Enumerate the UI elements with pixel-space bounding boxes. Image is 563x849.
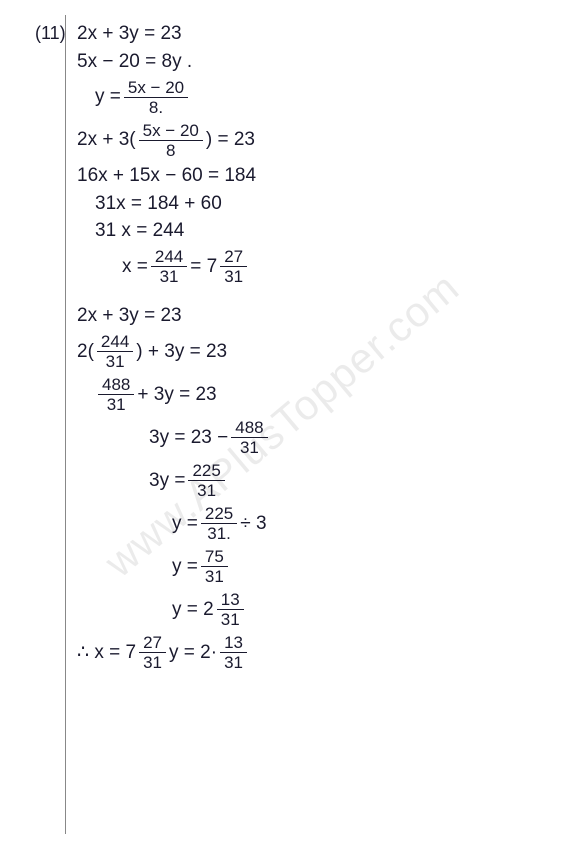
numerator: 75 <box>201 548 228 567</box>
math-text: 31x = 184 + 60 <box>95 193 222 215</box>
math-text: 2( <box>77 341 94 363</box>
math-text: 2x + 3y = 23 <box>77 305 182 327</box>
numerator: 5x − 20 <box>124 79 188 98</box>
math-text: y = 2 <box>172 599 214 621</box>
fraction: 2731 <box>139 634 166 671</box>
math-line: 3y = 22531 <box>77 462 543 499</box>
math-line: 2x + 3y = 23 <box>77 305 543 327</box>
numerator: 13 <box>217 591 244 610</box>
page: (11) 2x + 3y = 23 5x − 20 = 8y . y = 5x − … <box>35 15 543 834</box>
fraction: 7531 <box>201 548 228 585</box>
problem-number: (11) <box>35 23 66 44</box>
math-text: x = <box>122 256 148 278</box>
math-text: ) + 3y = 23 <box>136 341 227 363</box>
math-line: 3y = 23 − 48831 <box>77 419 543 456</box>
math-text: 2x + 3 <box>77 129 129 151</box>
math-line: 2(24431) + 3y = 23 <box>77 333 543 370</box>
fraction: 1331 <box>220 634 247 671</box>
denominator: 31 <box>220 653 247 671</box>
math-text: ) = 23 <box>206 129 255 151</box>
math-text: = 7 <box>190 256 217 278</box>
fraction: 1331 <box>217 591 244 628</box>
math-text: 3y = 23 − <box>149 427 228 449</box>
math-text: ( <box>129 129 135 151</box>
math-line: 2x + 3(5x − 208) = 23 <box>77 122 543 159</box>
denominator: 31 <box>156 267 183 285</box>
denominator: 31 <box>201 567 228 585</box>
margin-line <box>65 15 66 834</box>
math-text: 3y = <box>149 470 185 492</box>
numerator: 488 <box>231 419 267 438</box>
math-text: 2x + 3y = 23 <box>77 23 182 45</box>
math-line: ∴ x = 7 2731 y = 2·1331 <box>77 634 543 671</box>
fraction: 48831 <box>231 419 267 456</box>
fraction: 48831 <box>98 376 134 413</box>
denominator: 31 <box>103 395 130 413</box>
denominator: 31 <box>139 653 166 671</box>
fraction: 24431 <box>97 333 133 370</box>
denominator: 31 <box>193 481 220 499</box>
denominator: 8 <box>162 141 179 159</box>
fraction: 5x − 208 <box>139 122 203 159</box>
numerator: 488 <box>98 376 134 395</box>
numerator: 27 <box>139 634 166 653</box>
math-line: y = 7531 <box>77 548 543 585</box>
denominator: 31. <box>203 524 235 542</box>
fraction: 22531. <box>201 505 237 542</box>
math-line: y = 2 1331 <box>77 591 543 628</box>
numerator: 27 <box>220 248 247 267</box>
numerator: 225 <box>201 505 237 524</box>
math-text: y = <box>95 86 121 108</box>
blank-line <box>77 291 543 305</box>
fraction: 22531 <box>188 462 224 499</box>
denominator: 31 <box>102 352 129 370</box>
math-text: 16x + 15x − 60 = 184 <box>77 165 256 187</box>
math-text: y = <box>172 513 198 535</box>
math-line: y = 5x − 208. <box>77 79 543 116</box>
work-area: 2x + 3y = 235x − 20 = 8y .y = 5x − 208.2… <box>77 23 543 677</box>
math-text: + 3y = 23 <box>137 384 216 406</box>
math-line: 31x = 184 + 60 <box>77 193 543 215</box>
math-text: 31 x = 244 <box>95 220 184 242</box>
math-line: 5x − 20 = 8y . <box>77 51 543 73</box>
math-line: x = 24431 = 7 2731 <box>77 248 543 285</box>
denominator: 31 <box>217 610 244 628</box>
math-line: 2x + 3y = 23 <box>77 23 543 45</box>
fraction: 2731 <box>220 248 247 285</box>
fraction: 5x − 208. <box>124 79 188 116</box>
math-text: y = <box>172 556 198 578</box>
math-line: 48831 + 3y = 23 <box>77 376 543 413</box>
math-line: y = 22531. ÷ 3 <box>77 505 543 542</box>
numerator: 244 <box>151 248 187 267</box>
math-text: ÷ 3 <box>240 513 266 535</box>
math-text: 5x − 20 = 8y . <box>77 51 192 73</box>
fraction: 24431 <box>151 248 187 285</box>
numerator: 5x − 20 <box>139 122 203 141</box>
math-text: y = 2· <box>169 642 217 664</box>
denominator: 8. <box>145 98 167 116</box>
numerator: 225 <box>188 462 224 481</box>
numerator: 13 <box>220 634 247 653</box>
math-text: ∴ x = 7 <box>77 642 136 664</box>
denominator: 31 <box>236 438 263 456</box>
denominator: 31 <box>220 267 247 285</box>
numerator: 244 <box>97 333 133 352</box>
math-line: 16x + 15x − 60 = 184 <box>77 165 543 187</box>
math-line: 31 x = 244 <box>77 220 543 242</box>
